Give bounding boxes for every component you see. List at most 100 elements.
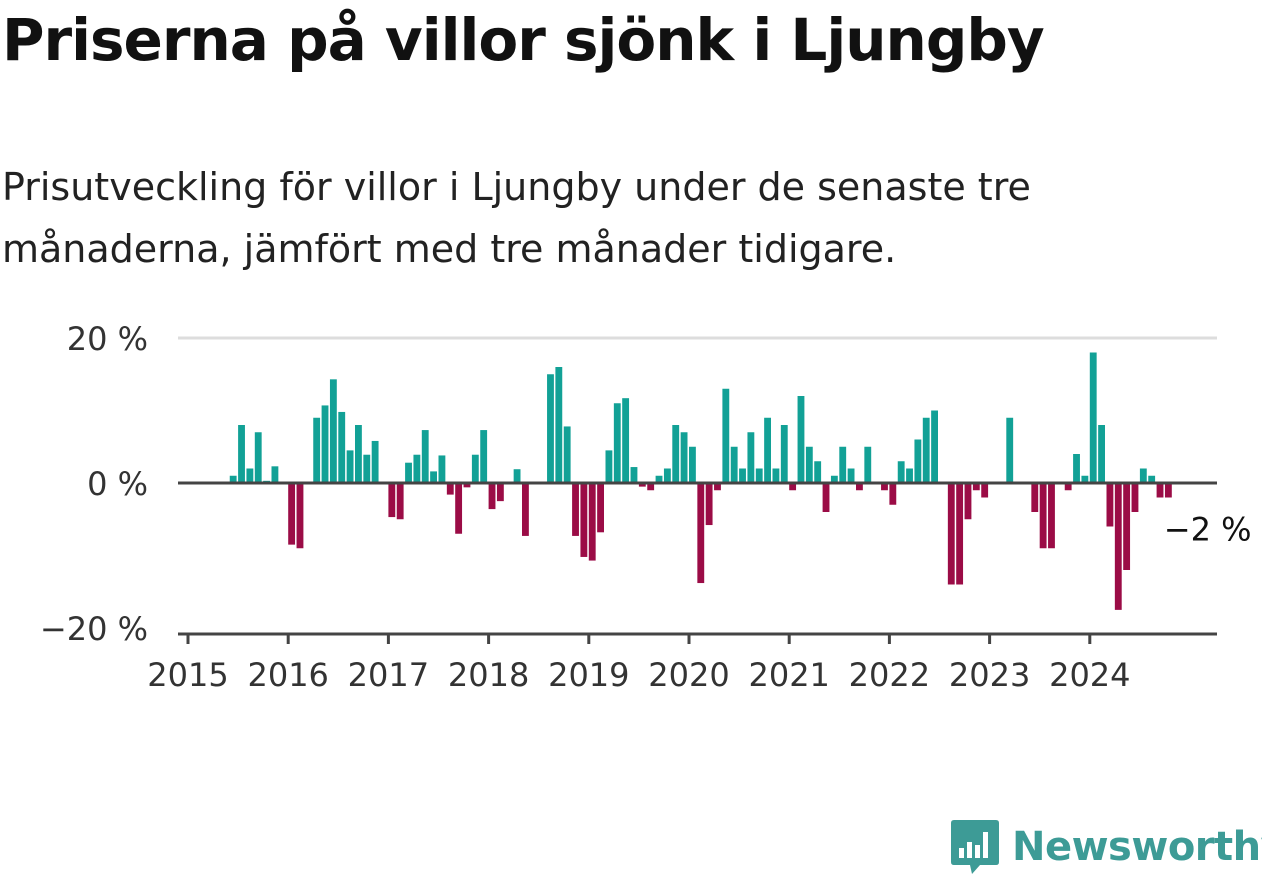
bar [471,454,479,483]
bar [1114,483,1122,610]
bar [1148,475,1156,483]
bar [296,483,304,549]
bar [889,483,897,505]
bar [897,461,905,483]
bar [613,403,621,483]
x-tick-label: 2022 [849,656,930,694]
bar [488,483,496,510]
annotation-marker [1160,524,1171,535]
bar [1156,483,1164,498]
bar [588,483,596,561]
bar [931,410,938,483]
bar [405,462,412,483]
bar [839,446,847,483]
bar [655,475,663,483]
bar [547,374,554,483]
bar [229,475,237,483]
bar [947,483,955,585]
axis-labels: 20 % 0 % −20 % 2015 2016 2017 2018 2019 2020 2021… [40,320,1255,694]
bar [455,483,463,534]
bar [622,398,630,483]
bar [956,483,964,585]
bar [438,455,446,483]
bar [1131,483,1139,512]
bar [463,483,471,488]
bar [647,483,655,491]
x-tick-label: 2023 [949,656,1030,694]
x-tick-label: 2018 [448,656,529,694]
bar [830,475,838,483]
bar [1106,483,1114,527]
y-tick-label: 0 % [87,465,148,503]
bar [572,483,579,536]
bar [964,483,972,520]
bar [672,425,680,483]
bar [413,454,421,483]
newsworthy-logo-icon [951,820,999,874]
bar [329,379,337,483]
bars [229,352,1172,610]
bar [1031,483,1039,512]
bar [814,461,822,483]
y-tick-label: −20 % [40,610,148,648]
bar [346,450,354,484]
bar [697,483,705,584]
annotation-label: −2 % [1164,511,1252,549]
bar [246,468,254,483]
bar [789,483,797,491]
bar [680,432,688,483]
bar [764,417,771,483]
bar [856,483,863,491]
bar [922,417,930,483]
brand-name: Newsworthy [1012,824,1262,870]
bar [238,425,245,483]
bar [780,425,788,483]
bar [513,469,521,483]
bar [730,446,738,483]
bar [313,417,321,483]
bar [822,483,830,512]
bar [355,425,362,483]
bar [254,432,262,483]
x-tick-label: 2024 [1049,656,1130,694]
bar [638,483,646,487]
bar [797,396,805,483]
x-tick-label: 2016 [247,656,328,694]
bar [371,440,379,483]
bar [496,483,504,502]
bar [363,454,371,483]
bar [271,466,279,483]
bar [663,468,671,483]
bar [1123,483,1131,570]
bar [605,450,613,484]
bar [430,471,437,483]
bar [747,432,755,483]
x-tick-label: 2015 [147,656,228,694]
x-tick-label: 2019 [548,656,629,694]
bar [805,446,813,483]
bar [421,430,429,483]
bar [864,446,872,483]
bar [981,483,989,498]
bar [1064,483,1072,491]
bar [396,483,404,520]
bar [881,483,888,491]
chart-subtitle: Prisutveckling för villor i Ljungby unde… [2,165,1031,271]
bar [705,483,713,526]
bar [580,483,588,557]
bar [1006,417,1014,483]
bar [555,367,563,483]
brand-logo: Newsworthy [950,818,1262,876]
bar [321,405,329,483]
bar [1098,425,1105,483]
bar [338,411,346,483]
bar [563,426,571,483]
bar [388,483,396,518]
bar [480,430,488,483]
bar [755,468,763,483]
bar [1164,483,1172,498]
bar [972,483,980,491]
bar [630,467,638,483]
bar [1039,483,1047,549]
bar [722,388,730,483]
